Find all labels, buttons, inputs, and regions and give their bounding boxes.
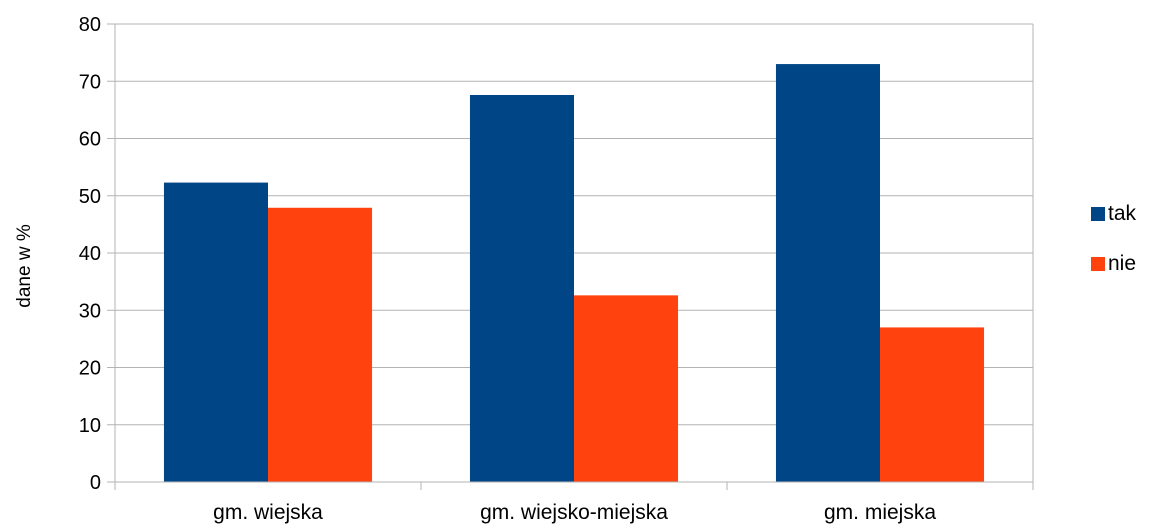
x-tick-labels: gm. wiejska gm. wiejsko-miejska gm. miejsk… <box>213 501 936 524</box>
x-tick-label: gm. wiejsko-miejska <box>480 501 668 524</box>
y-axis-label: dane w % <box>14 224 35 308</box>
legend-label-nie: nie <box>1108 252 1136 275</box>
y-tick-label: 70 <box>79 71 101 93</box>
y-tick-label: 20 <box>79 358 101 380</box>
y-tick-label: 0 <box>90 472 101 494</box>
x-tick-label: gm. miejska <box>824 501 936 524</box>
bar-tak-2 <box>775 64 880 482</box>
bars <box>163 64 985 483</box>
y-tick-label: 10 <box>79 415 101 437</box>
bar-nie-1 <box>574 295 679 482</box>
bar-nie-0 <box>268 207 373 482</box>
y-tick-label: 60 <box>79 129 101 151</box>
legend-swatch-nie <box>1091 257 1105 271</box>
bar-nie-2 <box>880 327 985 482</box>
y-tick-label: 30 <box>79 300 101 322</box>
bar-tak-1 <box>469 94 574 483</box>
legend: tak nie <box>1091 202 1137 275</box>
legend-swatch-tak <box>1091 207 1105 221</box>
legend-label-tak: tak <box>1108 202 1137 225</box>
y-tick-labels: 0 10 20 30 40 50 60 70 80 <box>79 14 101 494</box>
y-tick-label: 40 <box>79 243 101 265</box>
y-tick-label: 80 <box>79 14 101 36</box>
bar-tak-0 <box>163 182 268 482</box>
axes <box>107 23 1034 490</box>
x-tick-label: gm. wiejska <box>213 501 323 524</box>
y-tick-label: 50 <box>79 186 101 208</box>
